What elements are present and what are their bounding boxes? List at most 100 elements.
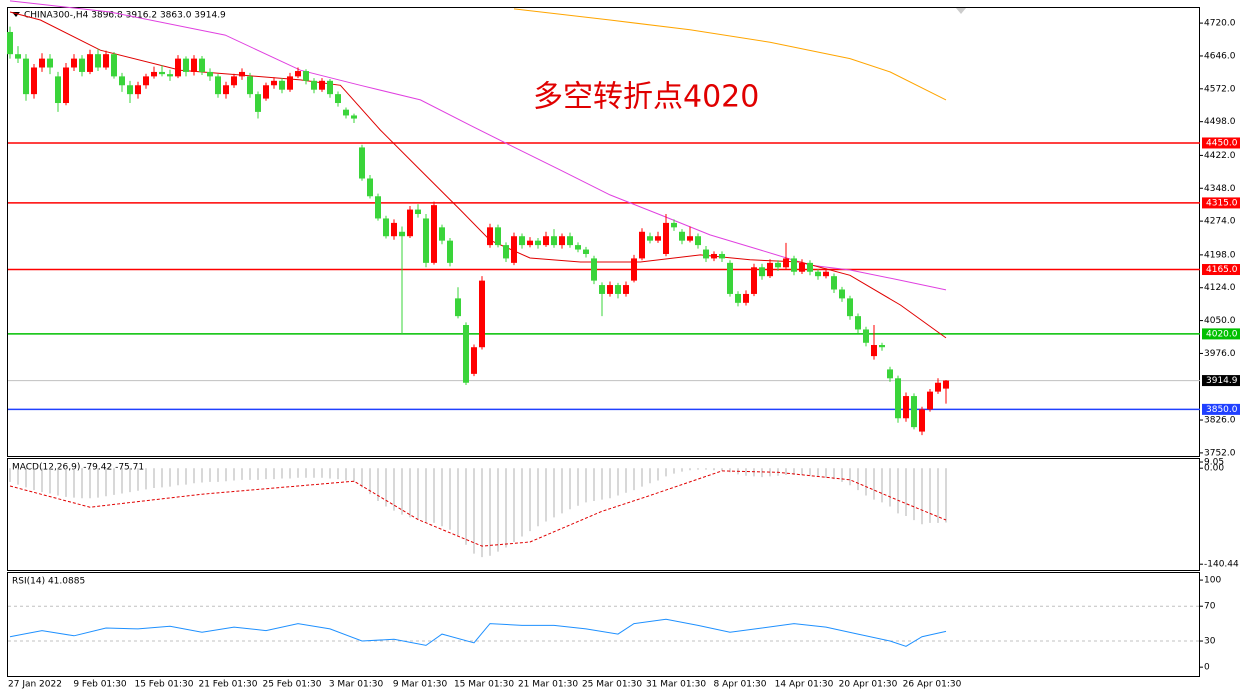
candle-body	[319, 80, 325, 90]
candle-body	[47, 58, 53, 68]
candle-body	[567, 236, 573, 246]
level-label: 3850.0	[1206, 405, 1238, 415]
candle-body	[799, 262, 805, 272]
candle-body	[175, 58, 181, 77]
candle-body	[263, 85, 269, 99]
candle-body	[247, 76, 253, 95]
candle-body	[335, 94, 341, 104]
candle-body	[215, 76, 221, 95]
level-label-box	[1202, 328, 1240, 340]
candle-body	[535, 240, 541, 246]
y-tick-label: 4050.0	[1204, 316, 1236, 326]
candle-body	[95, 54, 101, 68]
y-tick-label: -140.44	[1204, 560, 1239, 570]
candle-body	[591, 258, 597, 281]
candle-body	[751, 267, 757, 294]
candle-body	[63, 67, 69, 104]
moving-average	[9, 0, 947, 291]
candle-body	[903, 396, 909, 419]
candle-body	[599, 285, 605, 294]
y-tick-label: 4498.0	[1204, 117, 1236, 127]
x-tick-label: 26 Apr 01:30	[903, 680, 962, 690]
candle-body	[887, 369, 893, 379]
candle-body	[327, 80, 333, 95]
candle-body	[207, 71, 213, 77]
candle-body	[871, 344, 877, 357]
candle-body	[471, 347, 477, 374]
candle-body	[583, 249, 589, 254]
candle-body	[167, 74, 173, 77]
x-tick-label: 25 Mar 01:30	[582, 680, 642, 690]
candle-body	[775, 262, 781, 268]
y-tick-label: 4348.0	[1204, 184, 1236, 194]
level-label-box	[1202, 264, 1240, 276]
y-tick-label: 4646.0	[1204, 51, 1236, 61]
candle-body	[479, 280, 485, 348]
candle-body	[343, 109, 349, 116]
candle-body	[231, 76, 237, 86]
x-tick-label: 8 Apr 01:30	[714, 680, 767, 690]
candle-body	[855, 316, 861, 330]
candle-body	[527, 240, 533, 246]
candle-body	[647, 236, 653, 241]
candle-body	[631, 258, 637, 281]
candle-body	[383, 218, 389, 237]
candle-body	[919, 409, 925, 432]
y-tick-label: 4720.0	[1204, 19, 1236, 29]
level-label: 4315.0	[1206, 198, 1238, 208]
candle-body	[711, 253, 717, 259]
price-panel	[7, 7, 1200, 457]
candle-body	[151, 71, 157, 77]
y-tick-label: 4274.0	[1204, 217, 1236, 227]
candle-body	[351, 115, 357, 119]
candle-body	[279, 80, 285, 90]
candle-body	[311, 80, 317, 90]
candle-body	[71, 58, 77, 68]
candle-body	[495, 227, 501, 246]
candle-body	[759, 267, 765, 277]
rsi-panel	[7, 572, 1200, 677]
candle-body	[303, 71, 309, 81]
level-label: 4450.0	[1206, 138, 1238, 148]
y-tick-label: 4198.0	[1204, 250, 1236, 260]
candle-body	[39, 58, 45, 68]
x-tick-label: 9 Feb 01:30	[73, 680, 127, 690]
x-tick-label: 14 Apr 01:30	[775, 680, 834, 690]
y-tick-label: 100	[1204, 576, 1221, 586]
candle-body	[79, 58, 85, 72]
y-tick-label: 3752.0	[1204, 448, 1236, 458]
level-label-box	[1202, 137, 1240, 149]
candle-body	[287, 76, 293, 90]
candle-body	[735, 293, 741, 303]
moving-average	[513, 8, 947, 101]
candle-body	[863, 329, 869, 343]
candle-body	[359, 147, 365, 179]
macd-panel	[7, 458, 1200, 571]
x-tick-label: 25 Feb 01:30	[262, 680, 321, 690]
candle-body	[431, 205, 437, 263]
y-tick-label: 4572.0	[1204, 84, 1236, 94]
rsi-line	[9, 618, 947, 647]
x-tick-label: 21 Mar 01:30	[518, 680, 578, 690]
candle-body	[127, 85, 133, 95]
candle-body	[503, 245, 509, 259]
y-tick-label: 4124.0	[1204, 283, 1236, 293]
candle-body	[23, 58, 29, 95]
y-tick-label: 0	[1204, 663, 1210, 673]
candle-body	[767, 262, 773, 277]
candle-body	[15, 54, 21, 59]
y-tick-label: 3826.0	[1204, 416, 1236, 426]
candle-body	[663, 222, 669, 254]
candle-body	[199, 58, 205, 72]
candle-body	[815, 271, 821, 277]
level-label-box	[1202, 403, 1240, 415]
candle-body	[551, 236, 557, 246]
x-tick-label: 9 Mar 01:30	[393, 680, 448, 690]
x-tick-label: 31 Mar 01:30	[646, 680, 706, 690]
y-tick-label: 3976.0	[1204, 349, 1236, 359]
candle-body	[119, 76, 125, 86]
candle-body	[159, 71, 165, 75]
candle-body	[719, 253, 725, 259]
annotation: 多空转折点4020	[533, 80, 759, 115]
